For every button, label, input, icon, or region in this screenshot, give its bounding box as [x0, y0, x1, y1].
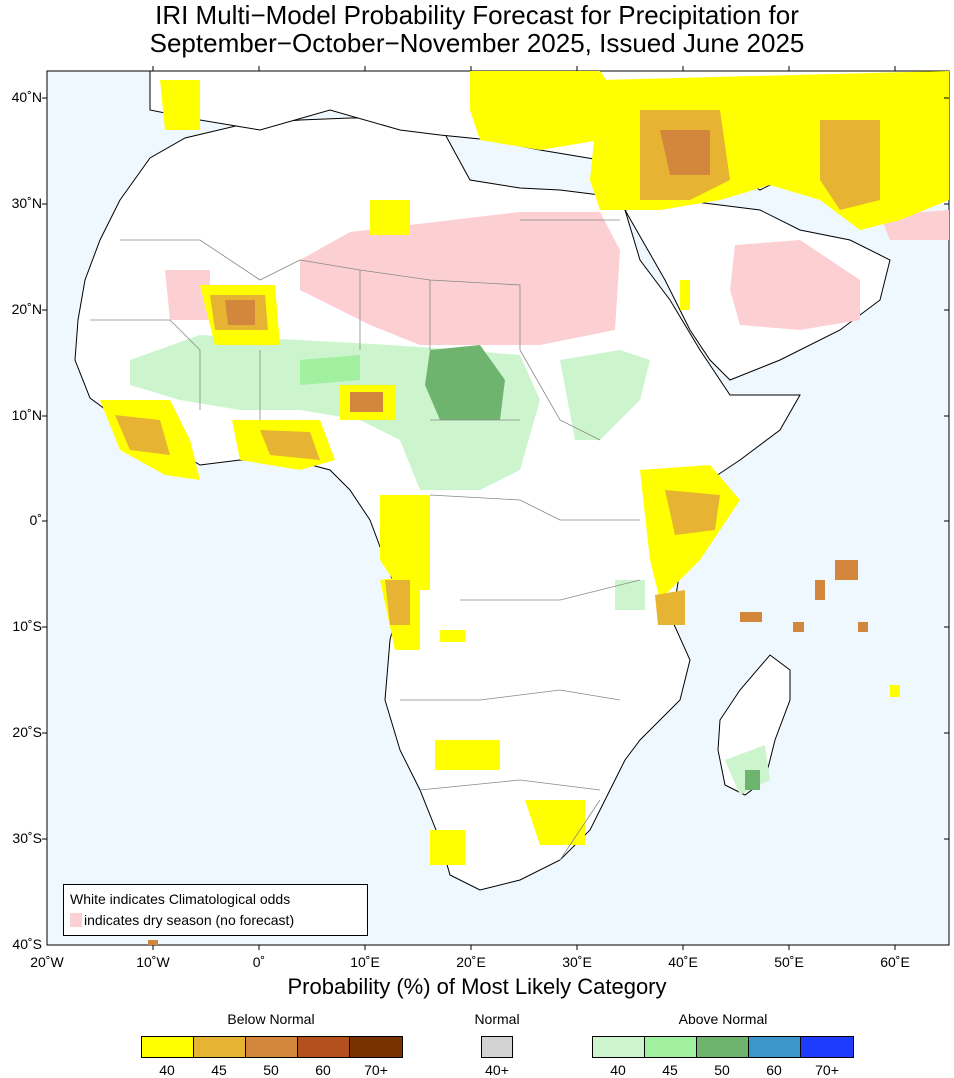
below-normal-tick-40: 40 [159, 1062, 175, 1078]
above-normal-tick-60: 60 [766, 1062, 782, 1078]
below-normal-areas [100, 71, 949, 945]
above-normal-tick-50: 50 [714, 1062, 730, 1078]
lat-label-40s: 40˚S [12, 936, 42, 952]
lat-label-30n: 30˚N [11, 195, 42, 211]
lat-ticks [42, 97, 949, 840]
normal-swatch [481, 1036, 513, 1058]
note-box: White indicates Climatological odds indi… [63, 884, 368, 936]
lon-ticks [152, 66, 896, 950]
lon-label-10e: 10˚E [350, 954, 380, 970]
dry-season-swatch [70, 913, 82, 927]
above-normal-swatch-40 [592, 1036, 645, 1058]
below-normal-tick-45: 45 [211, 1062, 227, 1078]
lon-label-20w: 20˚W [30, 954, 64, 970]
above-normal-tick-40: 40 [610, 1062, 626, 1078]
lon-label-20e: 20˚E [456, 954, 486, 970]
note-dry-season: indicates dry season (no forecast) [84, 912, 295, 928]
legend-normal-label: Normal [474, 1011, 520, 1027]
lat-label-30s: 30˚S [12, 830, 42, 846]
country-borders [90, 219, 641, 861]
above-normal-swatch-60 [748, 1036, 801, 1058]
below-normal-tick-70: 70+ [364, 1062, 388, 1078]
lat-label-10n: 10˚N [11, 407, 42, 423]
lon-label-50e: 50˚E [774, 954, 804, 970]
lon-label-40e: 40˚E [668, 954, 698, 970]
above-normal-areas [130, 335, 770, 795]
normal-tick-40: 40+ [485, 1062, 509, 1078]
legend-below-normal-label: Below Normal [227, 1011, 315, 1027]
lon-label-30e: 30˚E [562, 954, 592, 970]
below-normal-swatch-40 [141, 1036, 194, 1058]
above-normal-tick-70: 70+ [815, 1062, 839, 1078]
lat-label-20n: 20˚N [11, 301, 42, 317]
lon-label-10w: 10˚W [136, 954, 170, 970]
below-normal-swatch-60 [297, 1036, 350, 1058]
lon-label-0: 0˚ [252, 954, 266, 970]
legend-title: Probability (%) of Most Likely Category [287, 974, 667, 999]
above-normal-tick-45: 45 [662, 1062, 678, 1078]
lat-label-20s: 20˚S [12, 724, 42, 740]
above-normal-swatch-70 [800, 1036, 854, 1058]
below-normal-swatch-70 [349, 1036, 403, 1058]
below-normal-swatch-50 [245, 1036, 298, 1058]
above-normal-swatch-45 [644, 1036, 697, 1058]
lat-label-10s: 10˚S [12, 618, 42, 634]
dry-season-areas [165, 210, 949, 345]
below-normal-tick-50: 50 [263, 1062, 279, 1078]
lat-label-0: 0˚ [29, 512, 42, 528]
lat-label-40n: 40˚N [11, 89, 42, 105]
map-title-line-1: IRI Multi−Model Probability Forecast for… [155, 0, 799, 30]
below-normal-tick-60: 60 [315, 1062, 331, 1078]
legend-above-normal-label: Above Normal [678, 1011, 768, 1027]
below-normal-swatch-45 [193, 1036, 246, 1058]
above-normal-swatch-50 [696, 1036, 749, 1058]
map-title-line-2: September−October−November 2025, Issued … [149, 28, 805, 58]
note-climatology: White indicates Climatological odds [70, 891, 291, 907]
lon-label-60e: 60˚E [880, 954, 910, 970]
